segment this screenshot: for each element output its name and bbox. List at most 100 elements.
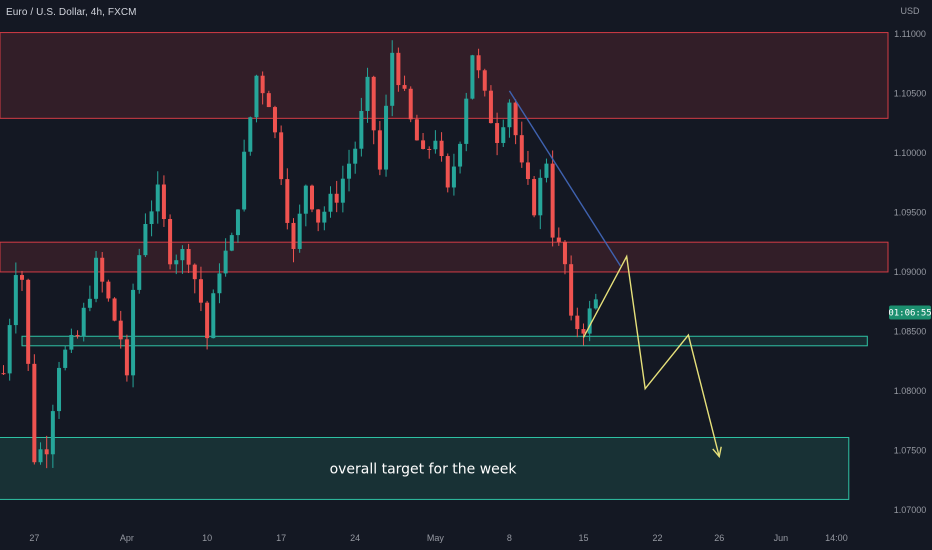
candle xyxy=(507,99,512,138)
candle xyxy=(63,345,68,371)
candle-body xyxy=(316,209,321,223)
candle xyxy=(421,133,426,150)
y-tick-label: 1.08000 xyxy=(894,386,927,396)
y-tick-label: 1.10500 xyxy=(894,88,927,98)
candle xyxy=(217,263,222,304)
candle-body xyxy=(198,279,203,303)
y-tick-label: 1.11000 xyxy=(894,29,926,39)
projection-path[interactable] xyxy=(582,254,720,457)
candle xyxy=(316,209,321,232)
candle xyxy=(26,278,31,371)
candle xyxy=(359,97,364,157)
candle-body xyxy=(223,250,228,274)
candle-body xyxy=(451,166,456,188)
candle-body xyxy=(118,320,123,340)
candle-body xyxy=(470,55,475,99)
candle xyxy=(124,334,129,382)
candle-body xyxy=(242,151,247,210)
candle xyxy=(414,114,419,141)
candle-body xyxy=(445,156,450,188)
candle-body xyxy=(50,411,55,455)
resistance-zone-upper[interactable] xyxy=(0,32,889,119)
candle xyxy=(328,186,333,218)
y-tick-label: 1.10000 xyxy=(894,148,927,158)
trendline[interactable] xyxy=(508,90,622,267)
candle xyxy=(254,74,259,123)
candle xyxy=(285,168,290,230)
candle xyxy=(593,293,598,310)
candle xyxy=(211,289,216,339)
candle-body xyxy=(87,298,92,308)
candle xyxy=(427,146,432,159)
candle-body xyxy=(297,213,302,249)
candle-body xyxy=(421,140,426,149)
current-price-tag xyxy=(889,305,931,320)
candle xyxy=(44,435,49,469)
candle xyxy=(464,92,469,152)
candle xyxy=(575,307,580,338)
x-tick-label: 26 xyxy=(714,533,724,543)
candle xyxy=(322,206,327,231)
candle-body xyxy=(402,85,407,89)
time-axis[interactable]: 27 Apr 10 17 24 May 8 15 22 26 Jun 14:00 xyxy=(29,533,847,543)
candle-body xyxy=(260,75,265,94)
candle-body xyxy=(408,88,413,120)
x-tick-label: May xyxy=(427,533,445,543)
price-axis[interactable]: USD 1.11000 1.10500 1.10000 1.09500 1.09000 1.… xyxy=(888,6,931,515)
candle xyxy=(384,94,389,177)
candle-body xyxy=(63,349,68,368)
candle-body xyxy=(365,76,370,111)
candle xyxy=(260,71,265,105)
candle-body xyxy=(328,193,333,212)
x-tick-label: 10 xyxy=(202,533,212,543)
candle xyxy=(501,119,506,147)
candle-body xyxy=(593,299,598,309)
candle xyxy=(20,270,25,291)
resistance-zone-middle[interactable] xyxy=(0,241,889,273)
candle xyxy=(198,266,203,312)
candle-body xyxy=(322,211,327,223)
candle-body xyxy=(458,143,463,167)
candle xyxy=(137,248,142,294)
candle-body xyxy=(464,98,469,144)
candle xyxy=(57,361,62,419)
candle-body xyxy=(507,102,512,128)
candle xyxy=(390,40,395,117)
candle-body xyxy=(414,119,419,141)
candle xyxy=(168,214,173,270)
candle-body xyxy=(131,289,136,376)
candle-body xyxy=(248,117,253,152)
candle-body xyxy=(562,241,567,265)
current-price-label: 01:06:55 xyxy=(888,308,931,318)
candle xyxy=(458,141,463,174)
candle xyxy=(131,283,136,388)
candle-body xyxy=(1,373,6,375)
candle xyxy=(519,121,524,168)
candle xyxy=(538,169,543,230)
support-zone[interactable] xyxy=(21,335,868,347)
candle xyxy=(303,184,308,227)
candle xyxy=(143,213,148,258)
candle-body xyxy=(161,184,166,220)
x-tick-label: 24 xyxy=(350,533,360,543)
target-zone[interactable] xyxy=(0,436,850,500)
candle-body xyxy=(13,275,18,326)
candle-body xyxy=(433,140,438,150)
candle xyxy=(482,68,487,97)
candle xyxy=(587,300,592,342)
candle-body xyxy=(569,264,574,316)
candle xyxy=(451,153,456,196)
candle xyxy=(32,354,37,465)
candle xyxy=(495,112,500,156)
candle xyxy=(81,302,86,342)
x-tick-label: 27 xyxy=(29,533,39,543)
candle xyxy=(161,175,166,227)
candle xyxy=(87,285,92,312)
candle xyxy=(174,254,179,275)
candle xyxy=(433,130,438,154)
candle-body xyxy=(137,255,142,290)
candle-body xyxy=(124,339,129,376)
candle-body xyxy=(550,163,555,238)
